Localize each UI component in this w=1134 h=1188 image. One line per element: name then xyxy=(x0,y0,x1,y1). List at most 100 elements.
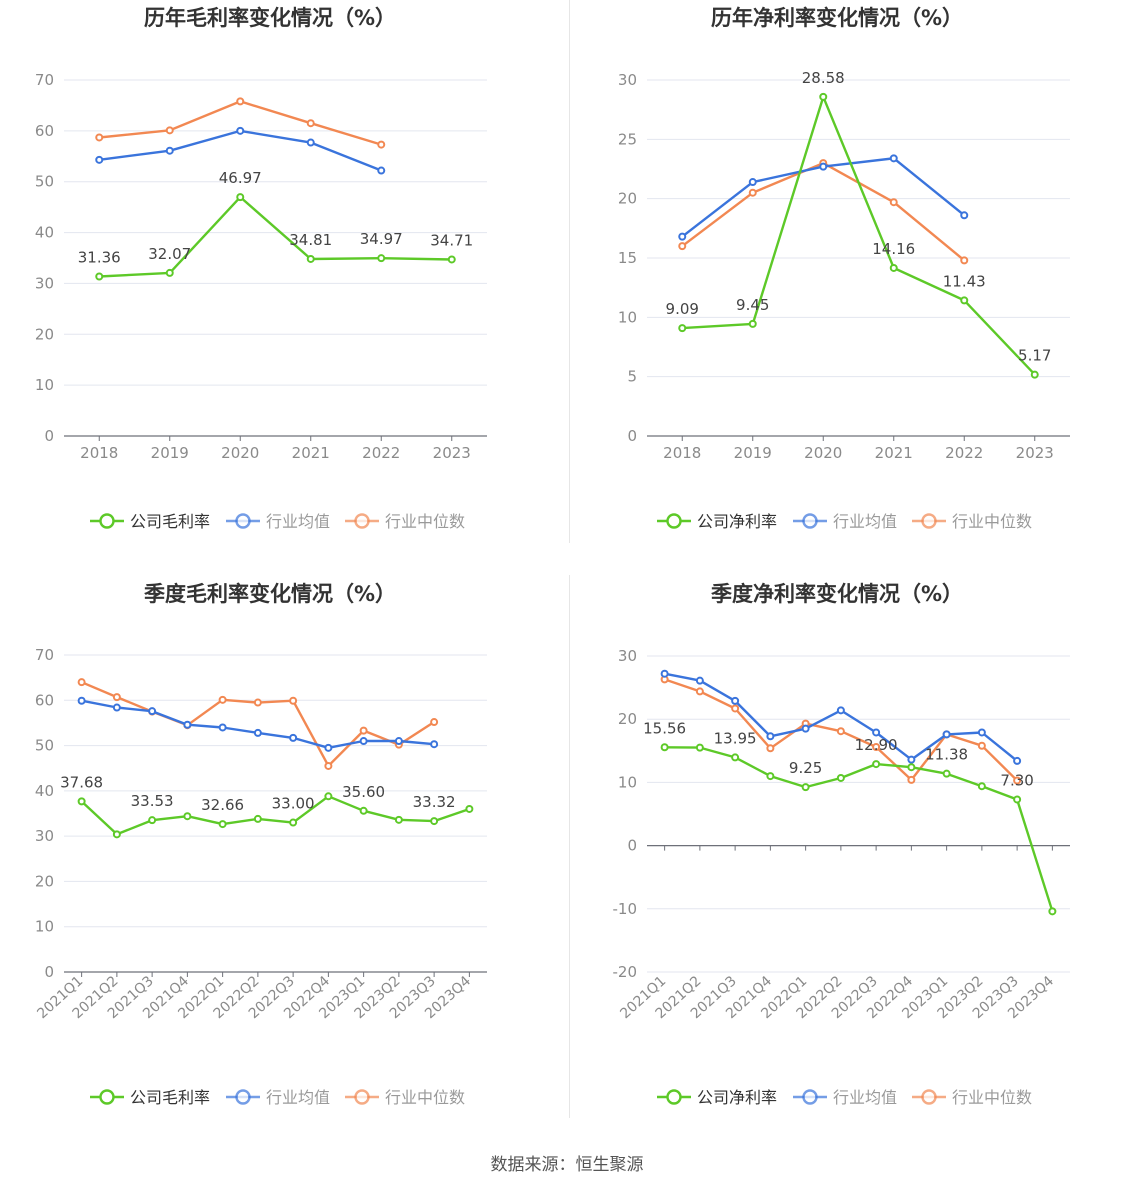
data-point-average xyxy=(377,166,386,175)
data-label: 13.95 xyxy=(714,729,757,747)
data-point-average xyxy=(430,740,439,749)
legend-item-company: 公司净利率 xyxy=(657,512,777,531)
y-tick-label: 30 xyxy=(618,647,637,665)
y-tick-label: 10 xyxy=(35,918,54,936)
chart-title: 历年毛利率变化情况（%） xyxy=(144,6,396,30)
y-tick-label: 5 xyxy=(627,368,637,386)
legend-marker xyxy=(99,1089,115,1105)
data-point-company xyxy=(766,772,775,781)
data-point-median xyxy=(766,744,775,753)
legend-item-average: 行业均值 xyxy=(226,512,330,531)
data-point-company xyxy=(359,806,368,815)
data-point-median xyxy=(678,242,687,251)
legend-item-median: 行业中位数 xyxy=(912,512,1032,531)
legend-item-median: 行业中位数 xyxy=(345,1088,465,1107)
y-tick-label: 60 xyxy=(35,122,54,140)
data-point-average xyxy=(324,743,333,752)
data-point-median xyxy=(889,198,898,207)
data-point-company xyxy=(1030,370,1039,379)
data-point-company xyxy=(836,773,845,782)
data-point-average xyxy=(112,703,121,712)
data-point-company xyxy=(236,193,245,202)
data-point-average xyxy=(253,728,262,737)
data-label: 14.16 xyxy=(872,240,915,258)
data-label: 11.43 xyxy=(943,272,986,290)
data-point-company xyxy=(660,743,669,752)
data-point-company xyxy=(889,263,898,272)
series-line-median xyxy=(81,681,435,768)
legend-marker xyxy=(802,513,818,529)
data-point-company xyxy=(289,818,298,827)
data-point-average xyxy=(907,755,916,764)
series-line-company xyxy=(80,795,470,836)
data-point-company xyxy=(95,272,104,281)
data-label: 7.30 xyxy=(1000,771,1033,789)
data-point-median xyxy=(95,133,104,142)
legend-item-average: 行业均值 xyxy=(793,1088,897,1107)
legend-label: 行业均值 xyxy=(266,1088,330,1107)
data-label: 11.38 xyxy=(925,746,968,764)
data-point-median xyxy=(430,718,439,727)
legend-item-company: 公司净利率 xyxy=(657,1088,777,1107)
data-point-median xyxy=(77,678,86,687)
data-point-company xyxy=(148,816,157,825)
data-point-company xyxy=(695,743,704,752)
data-label: 15.56 xyxy=(643,719,686,737)
x-tick-label: 2022 xyxy=(945,444,983,462)
y-tick-label: -10 xyxy=(613,900,638,918)
data-point-median xyxy=(977,741,986,750)
data-point-average xyxy=(183,720,192,729)
y-tick-label: 25 xyxy=(618,130,637,148)
chart-svg: 历年净利率变化情况（%） 0 5 10 15 20 25 30 2018 2019 2020 2021… xyxy=(618,6,1070,531)
x-tick-label: 2019 xyxy=(734,444,772,462)
data-label: 31.36 xyxy=(78,249,121,267)
data-point-average xyxy=(872,728,881,737)
legend-label: 行业中位数 xyxy=(385,1088,465,1107)
data-point-company xyxy=(112,830,121,839)
legend-marker xyxy=(235,1089,251,1105)
data-point-average xyxy=(165,146,174,155)
y-tick-label: 50 xyxy=(35,173,54,191)
data-point-median xyxy=(872,743,881,752)
chart-title: 历年净利率变化情况（%） xyxy=(711,6,963,30)
data-point-median xyxy=(836,727,845,736)
chart-panel-annual-gross-margin: 历年毛利率变化情况（%） 0 10 20 30 40 50 60 70 2018 2019 2020 2… xyxy=(0,0,567,575)
y-tick-label: 30 xyxy=(35,827,54,845)
data-label: 33.32 xyxy=(413,793,456,811)
legend-item-average: 行业均值 xyxy=(226,1088,330,1107)
data-point-company xyxy=(77,797,86,806)
y-tick-label: 10 xyxy=(618,308,637,326)
legend-marker xyxy=(666,513,682,529)
legend-marker xyxy=(921,513,937,529)
data-point-company xyxy=(748,319,757,328)
data-point-average xyxy=(819,162,828,171)
data-point-company xyxy=(165,268,174,277)
legend-item-average: 行业均值 xyxy=(793,512,897,531)
y-tick-label: 70 xyxy=(35,646,54,664)
data-label: 9.25 xyxy=(789,759,822,777)
data-point-median xyxy=(324,761,333,770)
data-point-median xyxy=(907,775,916,784)
data-point-average xyxy=(148,707,157,716)
data-point-company xyxy=(872,760,881,769)
x-tick-label: 2023 xyxy=(1016,444,1054,462)
series-line-company xyxy=(99,195,452,278)
data-point-average xyxy=(359,737,368,746)
y-tick-label: -20 xyxy=(613,963,638,981)
chart-panel-quarterly-gross-margin: 季度毛利率变化情况（%） 0 10 20 30 40 50 60 70 2021Q1 2021Q2 2… xyxy=(0,575,567,1150)
data-point-average xyxy=(766,732,775,741)
series-line-company xyxy=(682,95,1036,376)
data-point-average xyxy=(95,155,104,164)
x-tick-label: 2018 xyxy=(663,444,701,462)
data-point-company xyxy=(394,815,403,824)
y-tick-label: 0 xyxy=(627,427,637,445)
y-tick-label: 10 xyxy=(35,376,54,394)
data-point-average xyxy=(306,138,315,147)
legend-label: 公司毛利率 xyxy=(130,512,210,531)
legend-marker xyxy=(921,1089,937,1105)
data-label: 9.09 xyxy=(666,300,699,318)
data-point-median xyxy=(165,126,174,135)
data-point-company xyxy=(465,804,474,813)
data-label: 34.81 xyxy=(289,231,332,249)
data-point-median xyxy=(1013,776,1022,785)
